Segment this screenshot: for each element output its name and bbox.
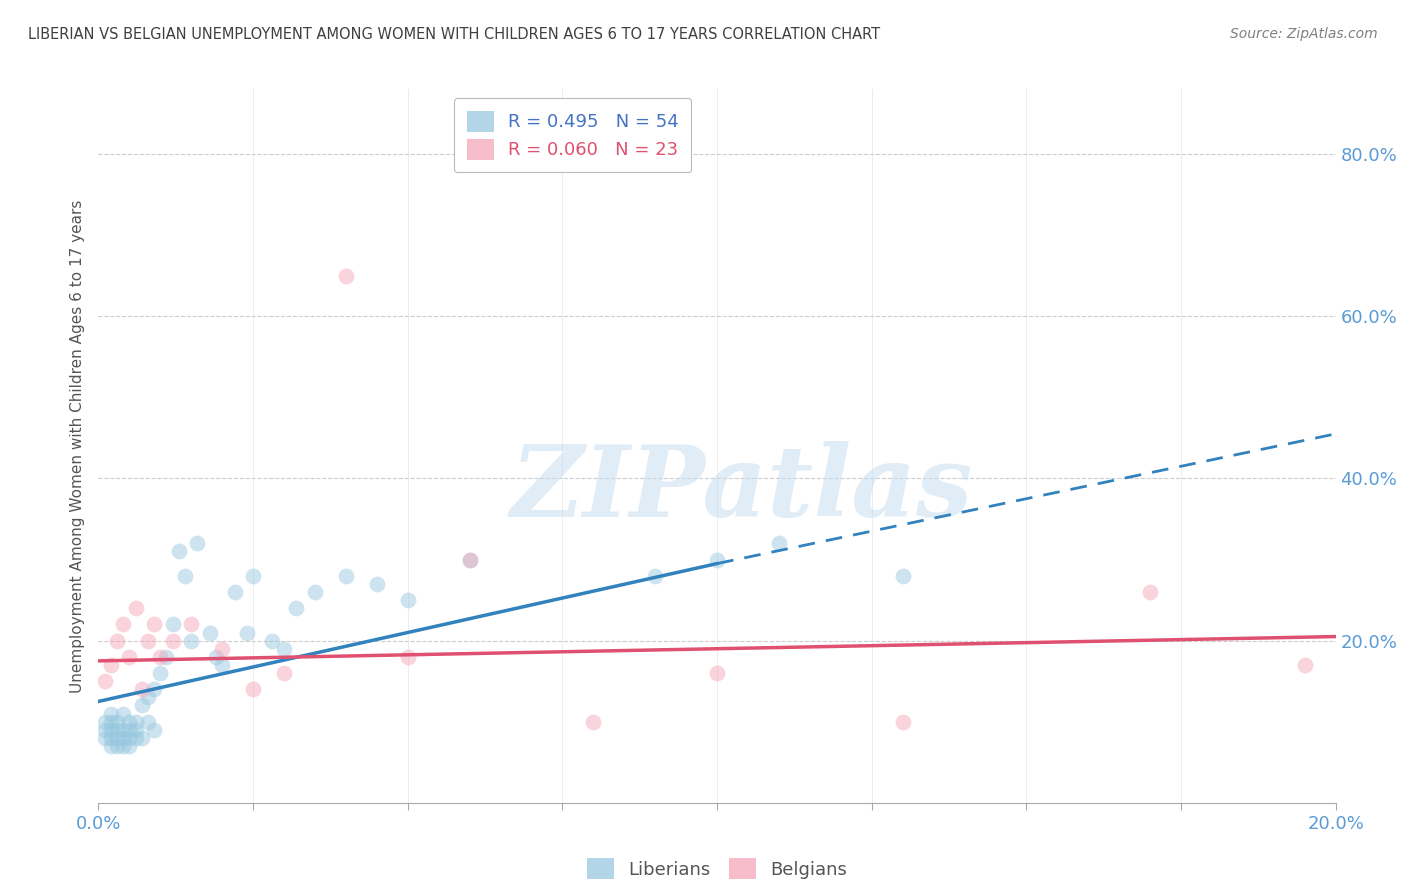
Point bbox=[167, 544, 190, 558]
Point bbox=[131, 682, 153, 697]
Text: LIBERIAN VS BELGIAN UNEMPLOYMENT AMONG WOMEN WITH CHILDREN AGES 6 TO 17 YEARS CO: LIBERIAN VS BELGIAN UNEMPLOYMENT AMONG W… bbox=[28, 27, 880, 42]
Point bbox=[366, 577, 388, 591]
Point bbox=[124, 714, 146, 729]
Point bbox=[273, 641, 295, 656]
Point bbox=[131, 698, 153, 713]
Point bbox=[124, 731, 146, 745]
Point bbox=[211, 657, 233, 672]
Point bbox=[162, 617, 184, 632]
Legend: Liberians, Belgians: Liberians, Belgians bbox=[579, 851, 855, 887]
Point bbox=[100, 723, 122, 737]
Point bbox=[205, 649, 228, 664]
Point bbox=[118, 731, 141, 745]
Point bbox=[706, 552, 728, 566]
Point bbox=[112, 739, 135, 753]
Point bbox=[768, 536, 790, 550]
Point bbox=[100, 731, 122, 745]
Point bbox=[891, 568, 914, 582]
Point bbox=[105, 633, 128, 648]
Point bbox=[100, 706, 122, 721]
Point bbox=[706, 666, 728, 681]
Point bbox=[105, 731, 128, 745]
Point bbox=[143, 617, 166, 632]
Point bbox=[396, 649, 419, 664]
Point bbox=[1294, 657, 1316, 672]
Point bbox=[458, 552, 481, 566]
Point bbox=[335, 268, 357, 283]
Point bbox=[105, 739, 128, 753]
Point bbox=[162, 633, 184, 648]
Point bbox=[93, 714, 115, 729]
Point bbox=[112, 731, 135, 745]
Point bbox=[118, 739, 141, 753]
Point bbox=[136, 633, 159, 648]
Point bbox=[93, 674, 115, 689]
Text: Source: ZipAtlas.com: Source: ZipAtlas.com bbox=[1230, 27, 1378, 41]
Point bbox=[891, 714, 914, 729]
Point bbox=[124, 601, 146, 615]
Point bbox=[136, 714, 159, 729]
Point bbox=[93, 723, 115, 737]
Point bbox=[242, 682, 264, 697]
Point bbox=[105, 723, 128, 737]
Point bbox=[174, 568, 197, 582]
Point bbox=[149, 649, 172, 664]
Point bbox=[100, 739, 122, 753]
Point bbox=[143, 723, 166, 737]
Point bbox=[180, 617, 202, 632]
Point bbox=[112, 723, 135, 737]
Point bbox=[273, 666, 295, 681]
Point bbox=[100, 657, 122, 672]
Point bbox=[236, 625, 259, 640]
Point bbox=[124, 723, 146, 737]
Point bbox=[198, 625, 221, 640]
Point bbox=[131, 731, 153, 745]
Point bbox=[93, 731, 115, 745]
Point bbox=[260, 633, 283, 648]
Point bbox=[396, 593, 419, 607]
Point bbox=[304, 585, 326, 599]
Point bbox=[118, 714, 141, 729]
Point bbox=[335, 568, 357, 582]
Point bbox=[242, 568, 264, 582]
Point bbox=[180, 633, 202, 648]
Point bbox=[211, 641, 233, 656]
Y-axis label: Unemployment Among Women with Children Ages 6 to 17 years: Unemployment Among Women with Children A… bbox=[69, 199, 84, 693]
Point bbox=[112, 617, 135, 632]
Point bbox=[118, 649, 141, 664]
Point bbox=[136, 690, 159, 705]
Point bbox=[105, 714, 128, 729]
Point bbox=[100, 714, 122, 729]
Point bbox=[112, 706, 135, 721]
Point bbox=[1139, 585, 1161, 599]
Point bbox=[285, 601, 308, 615]
Point bbox=[118, 723, 141, 737]
Point bbox=[224, 585, 246, 599]
Text: ZIPatlas: ZIPatlas bbox=[510, 441, 973, 537]
Point bbox=[186, 536, 208, 550]
Point bbox=[143, 682, 166, 697]
Point bbox=[458, 552, 481, 566]
Point bbox=[644, 568, 666, 582]
Point bbox=[582, 714, 605, 729]
Point bbox=[149, 666, 172, 681]
Point bbox=[155, 649, 177, 664]
